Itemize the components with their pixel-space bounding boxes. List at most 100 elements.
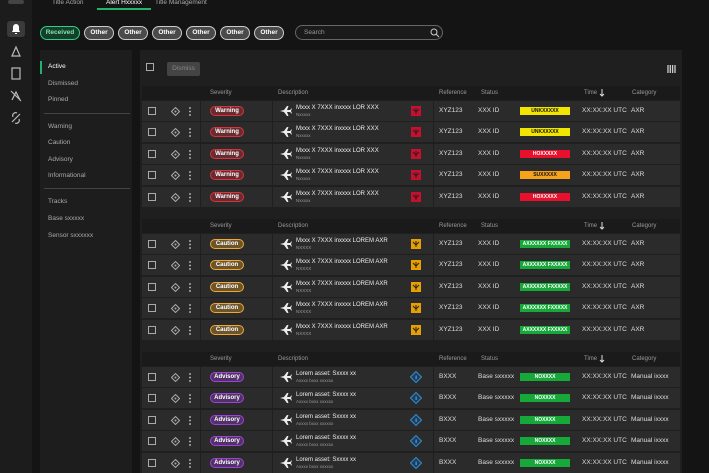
- row-divider: [433, 255, 434, 276]
- reference-icon: i: [410, 456, 422, 469]
- row-checkbox[interactable]: [148, 394, 156, 403]
- row-checkbox[interactable]: [148, 282, 156, 291]
- reference-icon: [411, 148, 421, 159]
- category: Manual ixxxx: [631, 394, 669, 402]
- severity-badge: Caution: [210, 239, 244, 249]
- reference-icon: [411, 170, 421, 181]
- row-divider: [200, 431, 201, 452]
- description-title: Lorem asset: Sxxxx xx: [296, 435, 357, 442]
- nav-item[interactable]: Informational: [48, 172, 86, 179]
- nav-item[interactable]: Caution: [48, 139, 71, 146]
- description-title: Lorem asset: Sxxxx xx: [296, 392, 357, 399]
- row-divider: [433, 409, 434, 430]
- filter-chip[interactable]: Other: [186, 26, 216, 40]
- row-checkbox[interactable]: [148, 149, 156, 158]
- row-divider: [200, 452, 201, 473]
- row-divider: [272, 143, 273, 164]
- status-badge: AXXXXXX FXXXXX: [520, 240, 570, 248]
- filter-chip[interactable]: Other: [254, 26, 284, 40]
- column-header[interactable]: Time: [584, 223, 598, 229]
- description-title: Lorem asset: Sxxxx xx: [296, 456, 357, 463]
- row-divider: [200, 255, 201, 276]
- nav-item[interactable]: Active: [48, 63, 66, 70]
- category: AXR: [631, 149, 645, 157]
- time: XX:XX:XX UTC: [582, 394, 627, 402]
- severity-badge: Warning: [210, 106, 244, 116]
- row-checkbox[interactable]: [148, 304, 156, 313]
- nav-item[interactable]: Advisory: [48, 156, 73, 163]
- description-title: Lorem asset: Sxxxx xx: [296, 371, 357, 377]
- filter-chip[interactable]: Other: [118, 26, 148, 40]
- row-checkbox[interactable]: [148, 128, 156, 137]
- asset-icon: [280, 414, 292, 425]
- row-checkbox[interactable]: [148, 458, 156, 467]
- reference: BXXX: [439, 437, 457, 445]
- row-checkbox[interactable]: [148, 171, 156, 180]
- active-tab-underline: [97, 8, 151, 10]
- category: AXR: [631, 261, 645, 269]
- status-badge: HOXXXXX: [520, 192, 570, 201]
- nav-item[interactable]: Tracks: [48, 198, 68, 205]
- pin-icon: [171, 394, 180, 404]
- nav-item[interactable]: Base sxxxxx: [48, 215, 85, 222]
- group-header: [142, 219, 680, 233]
- filter-chip[interactable]: Other: [152, 26, 182, 40]
- status: XXX ID: [478, 325, 500, 333]
- row-checkbox[interactable]: [148, 373, 156, 381]
- description-title: Mxxx X 7XXX inxxxx LOR XXX: [296, 147, 379, 154]
- row-divider: [272, 409, 273, 430]
- filter-chip[interactable]: Received: [40, 26, 80, 40]
- row-divider: [272, 298, 273, 319]
- row-menu: [189, 304, 191, 314]
- time: XX:XX:XX UTC: [582, 282, 627, 290]
- column-header: Reference: [439, 356, 467, 362]
- category: Manual ixxxx: [631, 437, 669, 445]
- row-checkbox[interactable]: [148, 192, 156, 201]
- description-subtitle: Nxxxxx: [296, 197, 311, 203]
- filter-chip[interactable]: Other: [220, 26, 250, 40]
- category: AXR: [631, 240, 645, 247]
- status-badge: NOXXXX: [520, 437, 570, 446]
- column-header[interactable]: Time: [584, 90, 598, 96]
- nav-divider: [44, 188, 130, 189]
- dismiss-button[interactable]: Dismiss: [167, 62, 200, 76]
- row-checkbox[interactable]: [148, 325, 156, 334]
- status: Base sxxxxx: [478, 415, 515, 423]
- row-checkbox[interactable]: [148, 240, 156, 248]
- search-box[interactable]: Search: [295, 25, 443, 40]
- nav-item[interactable]: Pinned: [48, 96, 69, 103]
- row-checkbox[interactable]: [148, 415, 156, 424]
- description-subtitle: Nxxxxx: [296, 154, 311, 160]
- time: XX:XX:XX UTC: [582, 149, 627, 157]
- pin-icon: [171, 240, 180, 249]
- filter-chip[interactable]: Other: [84, 26, 114, 40]
- row-menu: [189, 261, 191, 271]
- column-header: Severity: [210, 356, 232, 362]
- column-header[interactable]: Time: [584, 356, 598, 362]
- nav-item[interactable]: Dismissed: [48, 80, 78, 87]
- row-divider: [433, 276, 434, 297]
- reference: XYZ123: [439, 261, 463, 269]
- row-divider: [272, 276, 273, 297]
- column-header: Status: [481, 90, 499, 96]
- group-header: [142, 86, 680, 100]
- row-checkbox[interactable]: [148, 437, 156, 446]
- row-divider: [272, 367, 273, 387]
- asset-icon: [280, 436, 292, 447]
- row-menu: [189, 373, 191, 382]
- columns-icon[interactable]: [667, 65, 676, 73]
- row-checkbox[interactable]: [148, 261, 156, 270]
- tab[interactable]: Alert Hxxxxx: [106, 0, 143, 6]
- tab[interactable]: Title Action: [52, 0, 84, 6]
- status: XXX ID: [478, 304, 500, 312]
- row-divider: [433, 101, 434, 121]
- nav-item[interactable]: Warning: [48, 123, 72, 130]
- category: AXR: [631, 304, 645, 312]
- row-checkbox[interactable]: [148, 107, 156, 115]
- row-divider: [272, 122, 273, 143]
- nav-item[interactable]: Sensor sxxxxxx: [48, 232, 94, 239]
- row-divider: [200, 388, 201, 409]
- column-header: Severity: [210, 90, 232, 96]
- tab[interactable]: Title Management: [155, 0, 207, 6]
- select-all-checkbox[interactable]: [146, 63, 154, 71]
